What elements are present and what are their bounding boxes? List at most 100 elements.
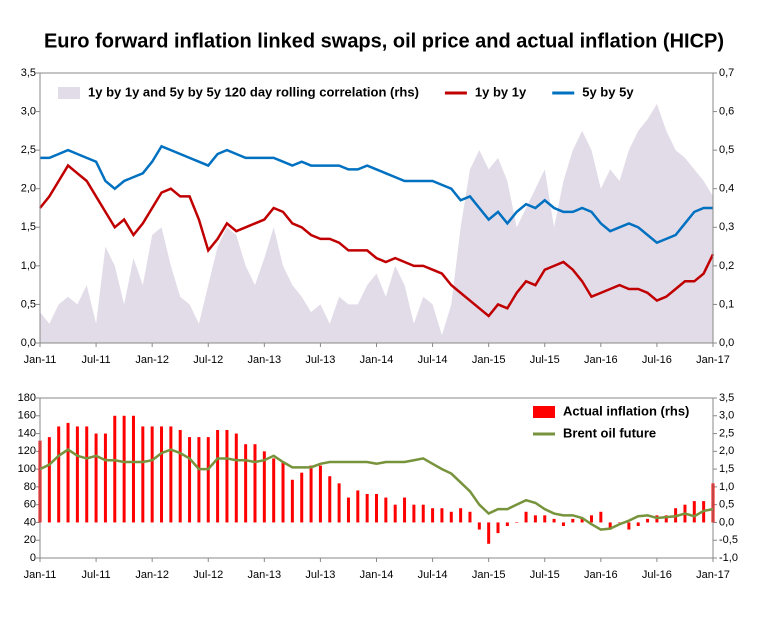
bar [113,415,117,523]
bar [692,501,696,523]
bar [131,415,135,523]
legend-label: Actual inflation (rhs) [563,403,689,418]
x-tick-label: Jul-16 [642,569,672,581]
y-tick-label: 120 [18,445,36,457]
y2-tick-label: 2,0 [719,445,734,457]
bar [449,511,453,523]
bar [346,497,350,523]
y2-tick-label: 0,0 [719,516,734,528]
bar [515,522,519,523]
y2-tick-label: 0,2 [719,260,734,272]
y2-tick-label: 0,0 [719,337,734,349]
bar [496,522,500,534]
bar [561,522,565,526]
bar [618,522,622,523]
bar [505,522,509,526]
x-tick-label: Jan-17 [696,569,730,581]
x-tick-label: Jan-14 [360,569,394,581]
y-tick-label: 3,0 [21,105,36,117]
y2-tick-label: 1,5 [719,463,734,475]
bar [328,476,332,523]
y-tick-label: 3,5 [21,67,36,79]
chart-title: Euro forward inflation linked swaps, oil… [44,30,724,52]
y2-tick-label: -0,5 [719,534,738,546]
x-tick-label: Jan-15 [472,569,506,581]
bar [290,479,294,523]
y-tick-label: 1,0 [21,260,36,272]
x-tick-label: Jan-11 [24,354,57,366]
bar [337,483,341,523]
x-tick-label: Jan-13 [248,354,282,366]
area [40,103,713,343]
x-tick-label: Jan-13 [248,569,282,581]
bar [627,522,631,530]
y2-tick-label: 3,5 [719,392,734,404]
x-tick-label: Jan-11 [24,569,57,581]
y2-tick-label: 0,3 [719,221,734,233]
y-tick-label: 0,0 [21,337,36,349]
bar [608,522,612,530]
x-tick-label: Jul-12 [193,354,223,366]
bar [253,444,257,523]
bar [393,504,397,523]
y-tick-label: 2,0 [21,183,36,195]
x-tick-label: Jul-14 [418,569,448,581]
line [39,448,714,531]
y-tick-label: 0,5 [21,298,36,310]
bar [552,518,556,523]
bar [141,426,145,523]
bar [412,504,416,523]
x-tick-label: Jul-14 [418,354,448,366]
bar [262,451,266,523]
bar [384,497,388,523]
bar [646,518,650,523]
x-tick-label: Jan-14 [360,354,394,366]
bar [103,433,107,523]
x-tick-label: Jul-15 [530,569,560,581]
y-tick-label: 40 [24,516,36,528]
y2-tick-label: 0,4 [719,183,734,195]
x-tick-label: Jan-12 [135,569,169,581]
bar [318,465,322,523]
bar [47,437,51,523]
y2-tick-label: 0,6 [719,105,734,117]
bar [664,515,668,523]
bar [94,433,98,523]
x-tick-label: Jul-15 [530,354,560,366]
bar [309,465,313,523]
bar [459,508,463,523]
bar [57,426,61,523]
y2-tick-label: 3,0 [719,410,734,422]
bar [636,522,640,526]
y-tick-label: 20 [24,534,36,546]
x-tick-label: Jul-13 [305,354,335,366]
bar [178,430,182,523]
bar [589,515,593,523]
x-tick-label: Jan-16 [584,569,618,581]
bar [403,497,407,523]
bar [421,504,425,523]
bar [197,437,201,523]
bar [431,508,435,523]
legend-label: Brent oil future [563,425,656,440]
x-tick-label: Jul-11 [82,569,111,581]
legend-swatch [58,87,80,99]
line [40,144,713,245]
bar [206,437,210,523]
y2-tick-label: 0,7 [719,67,734,79]
x-tick-label: Jul-12 [193,569,223,581]
bar [281,462,285,523]
bar [440,508,444,523]
x-tick-label: Jan-17 [696,354,730,366]
bar [122,415,126,523]
bar [188,437,192,523]
legend-label: 5y by 5y [582,84,634,99]
bar [524,511,528,523]
bar [225,430,229,523]
y-tick-label: 140 [18,427,36,439]
y-tick-label: 160 [18,410,36,422]
bar [66,422,70,523]
y-tick-label: 2,5 [21,144,36,156]
bar [571,518,575,523]
